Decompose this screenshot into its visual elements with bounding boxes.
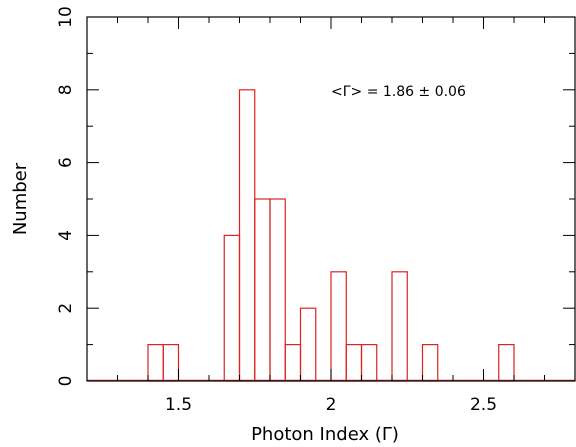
histogram-bar xyxy=(345,344,363,382)
histogram-bar xyxy=(284,344,302,382)
y-tick-label: 2 xyxy=(56,303,76,314)
y-tick-label: 8 xyxy=(56,84,76,95)
histogram-bar xyxy=(147,344,164,382)
y-tick-labels: 0 2 4 6 8 10 xyxy=(56,6,76,386)
histogram-bar xyxy=(299,307,317,382)
axis-ticks xyxy=(86,16,576,382)
y-tick-label: 4 xyxy=(56,230,76,241)
histogram-bar xyxy=(269,198,286,382)
histogram-bar xyxy=(391,271,408,382)
x-tick-label: 2 xyxy=(326,395,337,415)
histogram-bar xyxy=(162,344,180,382)
histogram-bar xyxy=(238,89,256,382)
x-axis-title: Photon Index (Γ) xyxy=(251,424,399,445)
histogram-bars xyxy=(147,89,515,382)
histogram-bar xyxy=(330,271,347,382)
x-tick-label: 1.5 xyxy=(165,395,192,415)
histogram-bar xyxy=(223,234,241,382)
histogram-bar xyxy=(254,198,271,382)
y-tick-label: 10 xyxy=(56,6,76,28)
y-axis-title: Number xyxy=(10,162,31,235)
x-tick-label: 2.5 xyxy=(470,395,497,415)
mean-annotation: <Γ> = 1.86 ± 0.06 xyxy=(331,84,466,100)
x-tick-labels: 1.5 2 2.5 xyxy=(165,395,497,415)
y-tick-label: 6 xyxy=(56,157,76,168)
histogram-bar xyxy=(498,344,515,382)
histogram-bar xyxy=(421,344,439,382)
histogram-bar xyxy=(360,344,378,382)
y-tick-label: 0 xyxy=(56,376,76,387)
